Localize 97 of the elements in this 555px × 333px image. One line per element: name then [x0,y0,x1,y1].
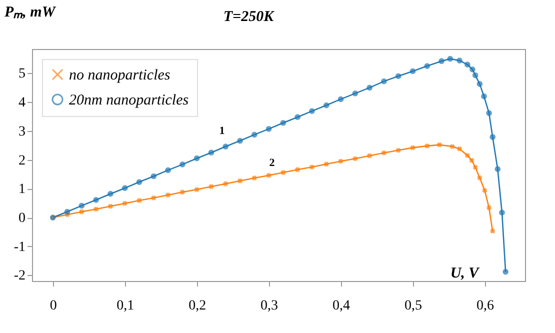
y-tick-label: -2 [14,268,26,284]
point [122,200,128,206]
point [486,110,492,116]
point [108,190,114,197]
point [251,132,258,138]
point [449,144,456,150]
point [366,84,372,91]
point [436,142,442,148]
point [208,150,214,156]
point [352,90,358,96]
point [222,180,229,187]
point [222,144,229,150]
y-tick-label: 3 [18,124,26,140]
y-tick-label: 0 [18,211,26,226]
point [136,179,142,185]
point [179,189,186,196]
point [424,63,430,69]
x-tick-label: 0 [50,298,57,314]
y-tick-label: -1 [14,240,26,255]
point [476,80,483,87]
y-axis-title: Pₘ, mW [4,4,57,20]
point [447,56,454,62]
point [381,150,387,156]
point [309,164,315,170]
point [472,164,478,170]
x-tick-label: 0,4 [332,298,350,314]
annotation: 1 [219,125,225,137]
point [470,66,476,72]
x-tick-label: 0,3 [260,298,278,314]
y-tick-label: 1 [18,182,26,198]
x-tick-label: 0,5 [404,298,422,314]
point [150,194,157,201]
y-tick-label: 4 [18,96,26,111]
legend-label: no nanoparticles [69,68,170,84]
point [438,58,444,64]
point [410,144,416,151]
point [208,184,214,190]
point [237,178,243,184]
point [194,186,200,192]
point [352,156,358,162]
point [280,170,286,176]
point [464,62,470,68]
x-axis-title: U, V [450,266,481,282]
point [93,206,99,212]
point [366,152,372,159]
point [482,187,488,194]
point [93,196,99,203]
point [481,93,487,100]
point [266,172,272,178]
annotation: 2 [269,157,276,169]
point [424,143,430,149]
point [294,166,301,173]
point [410,68,416,74]
legend-label: 20nm nanoparticles [69,92,189,108]
point [502,268,508,275]
point [490,134,496,140]
point [323,161,330,168]
point [251,175,258,181]
y-tick-label: 2 [18,153,26,168]
point [237,138,243,144]
point [476,174,483,181]
point [499,210,505,216]
point [122,185,128,192]
point [108,203,114,210]
point [494,166,501,172]
x-tick-label: 0,6 [476,298,494,314]
point [338,158,344,164]
point [323,102,330,108]
point [78,208,85,215]
point [64,208,70,215]
point [456,146,462,152]
point [486,204,492,211]
point [464,152,470,158]
point [78,202,85,209]
point [490,228,496,234]
point [150,173,157,180]
point [266,126,272,132]
point [381,78,387,84]
point [395,147,402,154]
point [64,212,70,218]
point [294,114,301,120]
point [472,72,478,78]
x-tick-label: 0,1 [116,298,134,314]
point [194,155,200,162]
point [309,108,315,114]
point [395,73,402,80]
y-tick-label: 5 [18,66,26,82]
x-tick-label: 0,2 [188,298,206,314]
point [136,198,142,204]
chart-title: T=250K [223,9,275,25]
point [165,167,171,174]
point [165,192,171,198]
point [468,157,475,164]
point [280,120,286,126]
point [456,58,462,64]
point [179,161,186,168]
point [338,96,344,102]
